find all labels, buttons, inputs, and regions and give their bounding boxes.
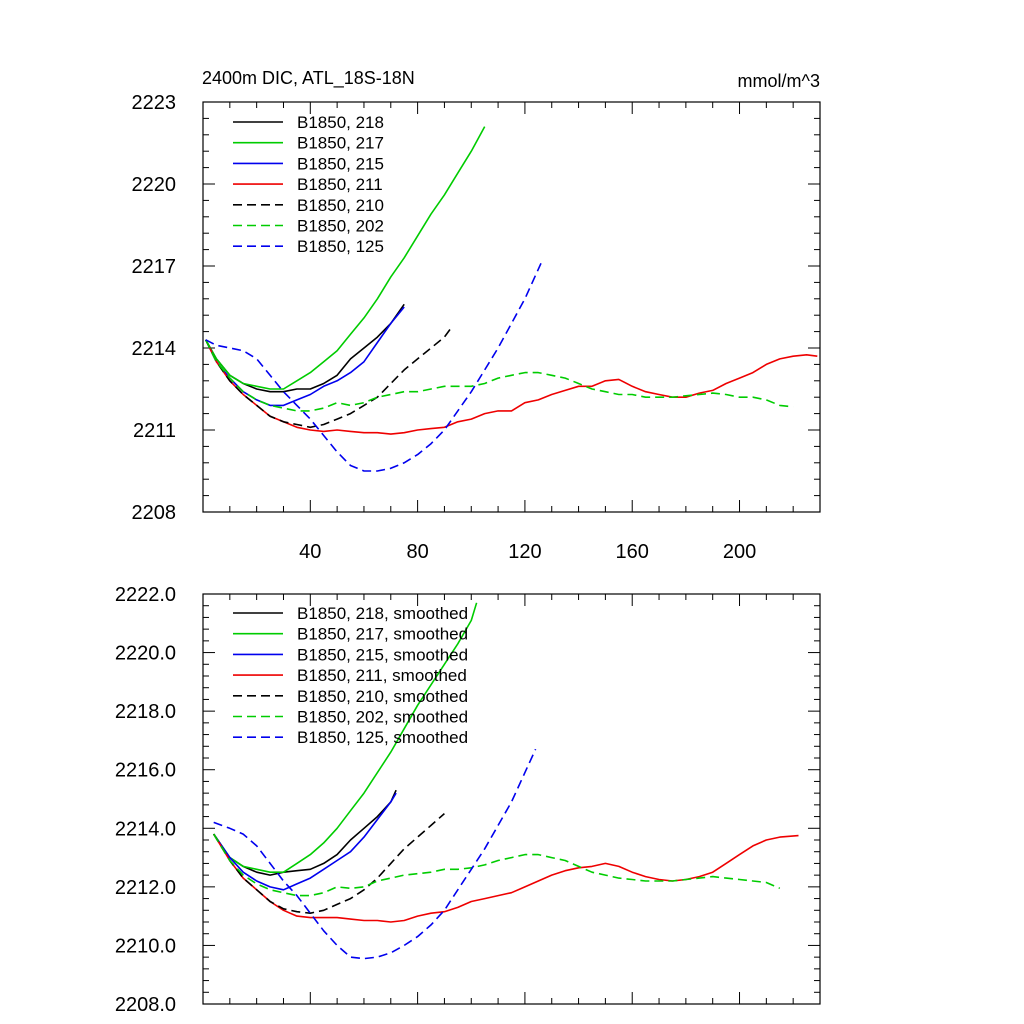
series-line-5 <box>213 833 781 897</box>
legend-label-2: B1850, 215, smoothed <box>297 645 468 664</box>
y-tick-label: 2211 <box>133 420 176 442</box>
chart-panel-bottom: 2208.0 2210.0 2212.0 2214.0 2216.0 2218.0 2220… <box>115 584 821 1016</box>
series-line-2 <box>204 306 405 407</box>
x-tick-label: 200 <box>723 541 756 563</box>
legend-label-3: B1850, 211, smoothed <box>297 666 467 685</box>
y-tick-label: 2214.0 <box>115 818 176 840</box>
series-line-1 <box>213 602 478 874</box>
legend-label-4: B1850, 210, smoothed <box>297 687 468 706</box>
series-line-4 <box>213 812 445 915</box>
legend-label-0: B1850, 218 <box>297 113 384 132</box>
series-line-2 <box>213 792 397 891</box>
y-tick-label: 2220.0 <box>115 643 176 665</box>
plot-frame <box>202 101 821 513</box>
series-lines <box>204 126 818 472</box>
series-line-3 <box>213 833 799 923</box>
legend-label-3: B1850, 211 <box>297 175 383 194</box>
y-tick-label: 2222.0 <box>115 584 176 606</box>
series-line-1 <box>205 126 486 390</box>
x-tick-label: 120 <box>508 541 541 563</box>
y-tick-label: 2217 <box>132 256 177 278</box>
series-line-6 <box>205 262 542 472</box>
y-axis-labels: 2208 2211 2214 2217 2220 2223 <box>132 92 177 524</box>
y-tick-label: 2212.0 <box>115 877 176 899</box>
chart-panel-top: 2208 2211 2214 2217 2220 2223 40 80 120 160 200 B… <box>132 92 821 563</box>
x-tick-label: 160 <box>616 541 649 563</box>
y-tick-label: 2214 <box>132 338 177 360</box>
legend-label-1: B1850, 217 <box>297 134 384 153</box>
y-tick-label: 2216.0 <box>115 760 176 782</box>
axis-ticks <box>203 593 820 1005</box>
legend: B1850, 218, smoothed B1850, 217, smoothed… <box>233 604 468 747</box>
series-line-6 <box>213 748 537 960</box>
series-line-0 <box>213 789 397 876</box>
y-tick-label: 2208 <box>132 502 177 524</box>
series-line-3 <box>204 339 818 435</box>
legend-label-1: B1850, 217, smoothed <box>297 625 468 644</box>
y-tick-label: 2220 <box>132 174 177 196</box>
y-tick-label: 2210.0 <box>115 935 176 957</box>
legend-label-6: B1850, 125, smoothed <box>297 728 468 747</box>
legend-label-2: B1850, 215 <box>297 154 384 173</box>
legend-label-6: B1850, 125 <box>297 237 384 256</box>
series-line-5 <box>204 339 794 412</box>
legend-label-5: B1850, 202 <box>297 217 384 236</box>
series-lines <box>213 602 799 960</box>
y-tick-label: 2218.0 <box>115 701 176 723</box>
x-tick-label: 40 <box>299 541 321 563</box>
chart-units-label: mmol/m^3 <box>738 71 820 91</box>
plot-frame <box>202 593 821 1005</box>
y-axis-labels: 2208.0 2210.0 2212.0 2214.0 2216.0 2218.0 2220… <box>115 584 176 1016</box>
legend-label-5: B1850, 202, smoothed <box>297 708 468 727</box>
y-tick-label: 2223 <box>132 92 177 114</box>
series-line-4 <box>204 325 454 429</box>
legend-label-0: B1850, 218, smoothed <box>297 604 468 623</box>
chart-title: 2400m DIC, ATL_18S-18N <box>202 68 415 89</box>
x-tick-label: 80 <box>406 541 428 563</box>
x-axis-labels: 40 80 120 160 200 <box>299 541 756 563</box>
legend-label-4: B1850, 210 <box>297 196 384 215</box>
axis-ticks <box>203 101 820 513</box>
y-tick-label: 2208.0 <box>115 994 176 1016</box>
